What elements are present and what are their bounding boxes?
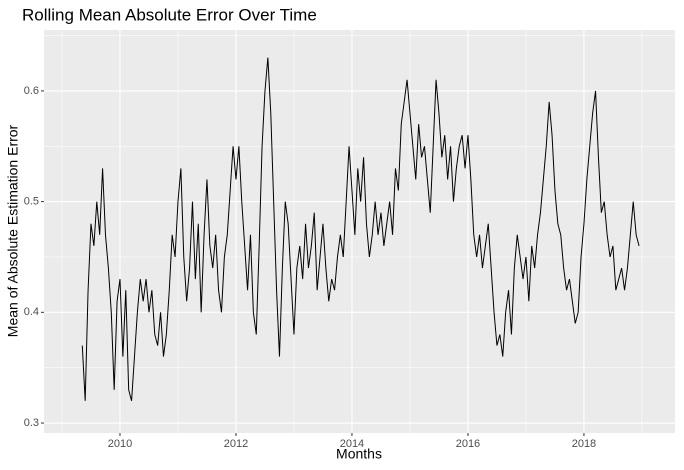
y-axis-title: Mean of Absolute Estimation Error bbox=[5, 124, 21, 337]
line bbox=[81, 57, 640, 402]
plot bbox=[81, 57, 640, 402]
x-tick-label: 2016 bbox=[456, 438, 480, 450]
x-tick-label: 2014 bbox=[340, 438, 364, 450]
y-tick-label: 0.4 bbox=[24, 306, 39, 318]
x-axis-title: Months bbox=[336, 446, 382, 462]
grid bbox=[44, 30, 675, 433]
x-tick-label: 2018 bbox=[572, 438, 596, 450]
panel bbox=[44, 30, 675, 433]
chart-title: Rolling Mean Absolute Error Over Time bbox=[22, 5, 317, 24]
y-tick-label: 0.6 bbox=[24, 85, 39, 97]
y-tick-label: 0.3 bbox=[24, 417, 39, 429]
x-tick-label: 2010 bbox=[108, 438, 132, 450]
y-tick-label: 0.5 bbox=[24, 196, 39, 208]
x-tick-label: 2012 bbox=[224, 438, 248, 450]
